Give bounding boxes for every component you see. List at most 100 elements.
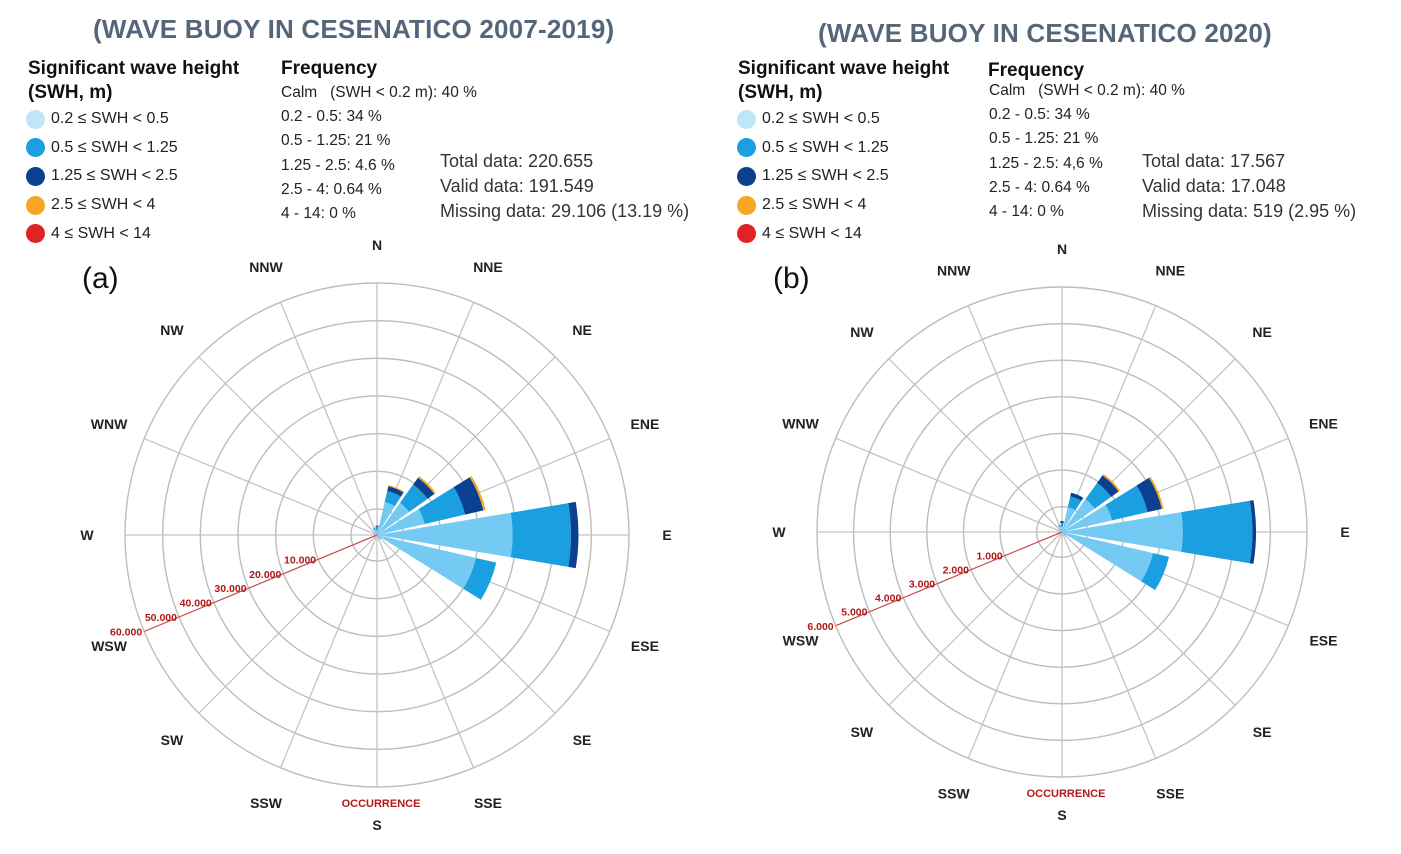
grid-spoke — [143, 437, 378, 536]
rose-bar-segment — [388, 485, 405, 493]
rose-bar-segment — [1062, 512, 1183, 552]
ring-label: 2.000 — [943, 565, 969, 577]
legend-label: 0.2 ≤ SWH < 0.5 — [762, 110, 880, 128]
chart-title: (WAVE BUOY IN CESENATICO 2007-2019) — [93, 14, 615, 44]
ring-label: 5.000 — [841, 607, 867, 619]
grid-spoke — [198, 356, 378, 536]
direction-label: E — [1340, 524, 1349, 540]
data-stats: Total data: 17.567 Valid data: 17.048 Mi… — [1142, 151, 1356, 226]
legend: 0.2 ≤ SWH < 0.5 0.5 ≤ SWH < 1.25 1.25 ≤ … — [737, 105, 889, 248]
legend: 0.2 ≤ SWH < 0.5 0.5 ≤ SWH < 1.25 1.25 ≤ … — [26, 105, 178, 248]
rose-bar-segment — [1070, 492, 1084, 501]
legend-label: 2.5 ≤ SWH < 4 — [762, 196, 867, 214]
occurrence-label: OCCURRENCE — [1027, 788, 1106, 800]
wind-rose-chart: 1.000 2.000 3.000 4.000 5.000 6.000 N NNE NE ENE E… — [772, 241, 1349, 823]
frequency-row: 0.2 - 0.5: 34 % — [989, 106, 1090, 124]
stat-missing: Missing data: 519 (2.95 %) — [1142, 201, 1357, 221]
legend-item: 0.2 ≤ SWH < 0.5 — [26, 105, 178, 134]
frequency-list: Calm (SWH < 0.2 m): 40 % 0.2 - 0.5: 34 %… — [281, 84, 477, 229]
panel-label: (b) — [773, 262, 810, 295]
frequency-title: Frequency — [281, 58, 378, 79]
legend-item: 2.5 ≤ SWH < 4 — [737, 191, 889, 220]
legend-item: 0.5 ≤ SWH < 1.25 — [737, 134, 889, 163]
direction-label: N — [1057, 241, 1067, 257]
direction-label: WNW — [91, 416, 128, 432]
rose-bar-segment — [1067, 496, 1082, 511]
frequency-row: 2.5 - 4: 0.64 % — [281, 180, 382, 198]
legend-label: 2.5 ≤ SWH < 4 — [51, 196, 156, 214]
legend-label: 0.2 ≤ SWH < 0.5 — [51, 110, 169, 128]
legend-swatch — [26, 138, 45, 158]
grid-spoke — [1061, 305, 1157, 533]
rose-bar-segment — [413, 477, 435, 499]
frequency-row: 2.5 - 4: 0.64 % — [989, 178, 1090, 196]
grid-spoke — [967, 531, 1063, 759]
grid-spoke — [279, 301, 378, 536]
grid-spoke — [376, 534, 475, 769]
rose-bar-segment — [1060, 521, 1064, 523]
rose-bar-segment — [1141, 553, 1170, 591]
rose-bar-segment — [399, 484, 428, 513]
direction-label: SSE — [1156, 785, 1184, 801]
legend-swatch — [737, 138, 756, 158]
rose-bar-segment — [1062, 532, 1063, 534]
legend-item: 4 ≤ SWH < 14 — [26, 219, 178, 248]
grid-spoke — [376, 534, 556, 714]
rose-bar-segment — [376, 530, 378, 535]
rose-bar-segment — [377, 501, 395, 535]
stat-valid: Valid data: 17.048 — [1142, 176, 1286, 196]
legend-label: 4 ≤ SWH < 14 — [51, 224, 151, 242]
direction-label: WSW — [91, 638, 128, 654]
stat-total: Total data: 17.567 — [1142, 151, 1286, 171]
rose-bar-segment — [417, 476, 436, 495]
legend-swatch — [26, 109, 45, 129]
direction-label: SE — [1253, 724, 1272, 740]
direction-label: WSW — [783, 632, 820, 648]
chart-panel-b: (WAVE BUOY IN CESENATICO 2020) Significa… — [700, 0, 1400, 854]
rose-bar-segment — [374, 532, 377, 535]
grid-spoke — [1061, 531, 1157, 759]
direction-label: NW — [850, 324, 874, 340]
direction-label: SW — [851, 724, 874, 740]
rose-bar-segment — [1062, 499, 1095, 532]
rose-bar-segment — [377, 535, 378, 537]
frequency-row: 0.5 - 1.25: 21 % — [281, 132, 391, 150]
direction-label: S — [1057, 807, 1066, 823]
legend-swatch — [26, 195, 45, 215]
rose-bar-segment — [377, 535, 382, 540]
direction-label: ENE — [1309, 416, 1338, 432]
frequency-row: 4 - 14: 0 % — [281, 204, 356, 222]
rose-bar-segment — [377, 509, 425, 535]
rose-bar-segment — [1136, 477, 1162, 513]
direction-label: E — [662, 527, 671, 543]
rose-bar-segment — [1062, 504, 1112, 532]
legend-label: 0.5 ≤ SWH < 1.25 — [51, 138, 178, 156]
rose-bar-segment — [387, 486, 404, 497]
scale-axis-line — [143, 534, 378, 632]
rose-bar-segment — [1058, 524, 1061, 528]
rose-bar-segment — [1059, 529, 1062, 532]
stat-valid: Valid data: 191.549 — [440, 176, 594, 196]
legend-item: 1.25 ≤ SWH < 2.5 — [26, 162, 178, 191]
rose-bar-segment — [1102, 473, 1121, 492]
scale-axis-line — [835, 531, 1063, 627]
legend-label: 1.25 ≤ SWH < 2.5 — [762, 167, 889, 185]
legend-title-line-1: Significant wave height — [738, 58, 950, 79]
rose-bar-segment — [384, 490, 401, 507]
legend-title-line-1: Significant wave height — [28, 58, 240, 79]
direction-label: NNW — [249, 259, 283, 275]
direction-label: W — [80, 527, 94, 543]
stat-total: Total data: 220.655 — [440, 151, 594, 171]
direction-label: NNE — [473, 259, 503, 275]
legend-swatch — [26, 224, 45, 244]
direction-label: S — [372, 817, 381, 833]
rose-bar-segment — [1105, 485, 1148, 521]
frequency-row: Calm (SWH < 0.2 m): 40 % — [989, 82, 1185, 99]
legend-swatch — [737, 109, 756, 129]
chart-panel-a: (WAVE BUOY IN CESENATICO 2007-2019) Sign… — [0, 0, 700, 854]
grid-spoke — [835, 437, 1063, 533]
grid-spoke — [967, 305, 1063, 533]
legend-swatch — [26, 166, 45, 186]
frequency-title: Frequency — [988, 60, 1085, 81]
